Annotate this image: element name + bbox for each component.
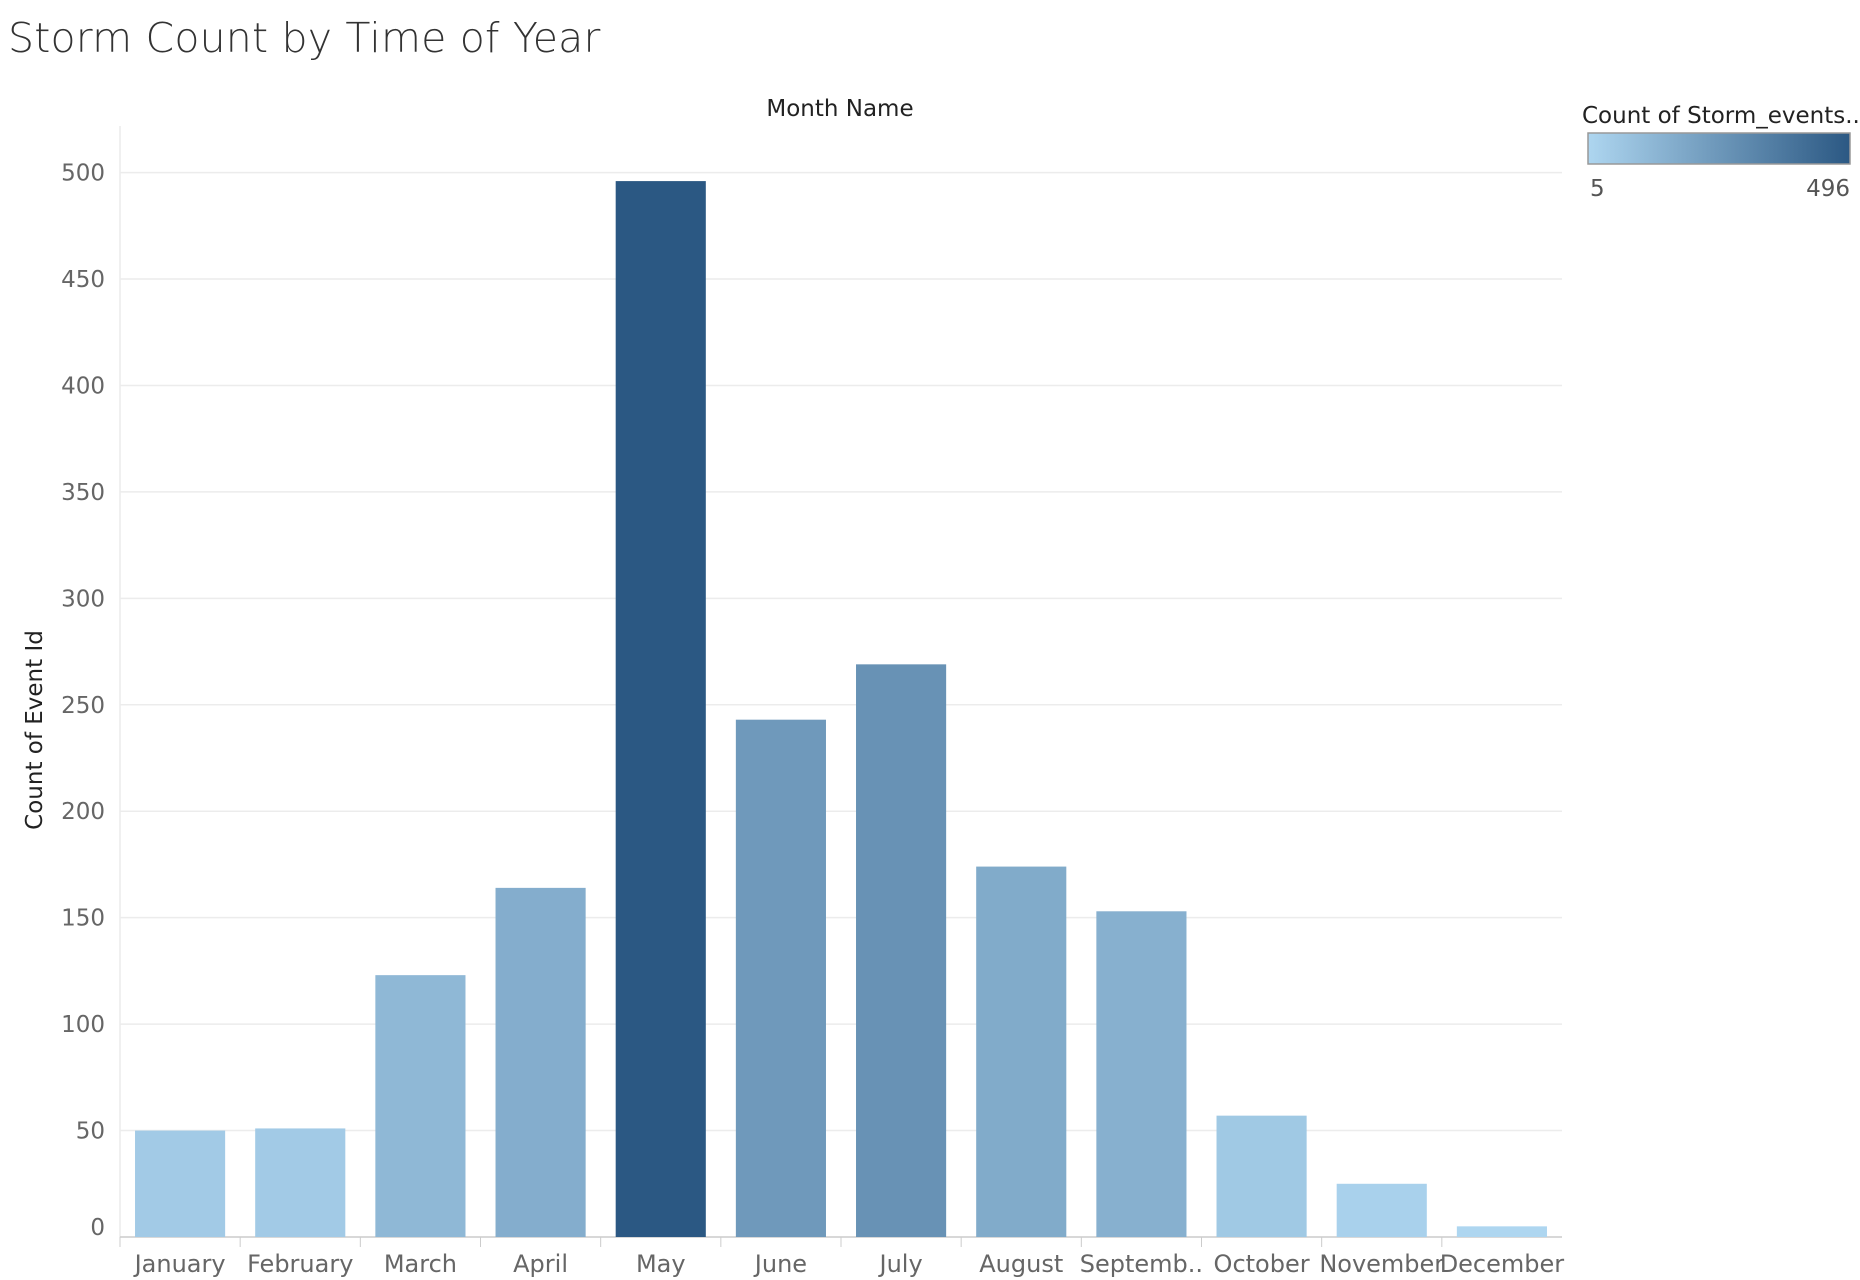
- legend-max-label: 496: [1806, 176, 1850, 202]
- x-tick-label: January: [133, 1250, 226, 1278]
- y-tick-label: 100: [61, 1012, 105, 1038]
- x-tick-label: August: [979, 1250, 1063, 1278]
- bar-may[interactable]: [615, 181, 706, 1238]
- legend-min-label: 5: [1590, 176, 1605, 202]
- column-header: Month Name: [766, 96, 913, 122]
- bar-february[interactable]: [255, 1128, 346, 1237]
- y-tick-label: 0: [90, 1215, 105, 1241]
- x-tick-label: Septemb..: [1080, 1250, 1203, 1278]
- bar-december[interactable]: [1456, 1226, 1547, 1237]
- gridlines: [119, 126, 1562, 1238]
- bar-march[interactable]: [375, 975, 466, 1237]
- color-legend[interactable]: Count of Storm_events.. 5 496: [1582, 103, 1860, 202]
- bar-septemb[interactable]: [1096, 911, 1187, 1237]
- bars: [135, 181, 1547, 1238]
- y-tick-label: 400: [61, 373, 105, 399]
- x-tick-label: October: [1214, 1250, 1310, 1278]
- y-tick-label: 300: [61, 586, 105, 612]
- bar-october[interactable]: [1216, 1115, 1307, 1237]
- bar-july[interactable]: [856, 664, 947, 1237]
- y-tick-label: 200: [61, 799, 105, 825]
- y-tick-label: 350: [61, 480, 105, 506]
- y-tick-label: 250: [61, 693, 105, 719]
- x-axis-labels: January February March April May June July Augu…: [119, 1237, 1565, 1278]
- x-tick-label: June: [753, 1250, 807, 1278]
- x-tick-label: February: [247, 1250, 353, 1278]
- legend-title: Count of Storm_events..: [1582, 103, 1860, 129]
- x-tick-label: November: [1319, 1250, 1444, 1278]
- x-tick-label: March: [384, 1250, 457, 1278]
- x-tick-label: December: [1440, 1250, 1565, 1278]
- x-tick-label: May: [636, 1250, 686, 1278]
- bar-november[interactable]: [1336, 1183, 1427, 1237]
- x-tick-label: April: [513, 1250, 568, 1278]
- x-tick-label: July: [877, 1250, 922, 1278]
- y-tick-label: 450: [61, 267, 105, 293]
- y-axis-title: Count of Event Id: [22, 630, 48, 830]
- legend-gradient-bar: [1587, 132, 1851, 165]
- y-tick-label: 50: [76, 1119, 105, 1145]
- bar-april[interactable]: [495, 887, 586, 1237]
- y-tick-label: 150: [61, 906, 105, 932]
- chart-title: Storm Count by Time of Year: [8, 14, 601, 62]
- bar-june[interactable]: [735, 719, 826, 1237]
- y-tick-label: 500: [61, 161, 105, 187]
- bar-january[interactable]: [135, 1130, 226, 1237]
- y-axis-ticks: 0 50 100 150 200 250 300 350 400 450 500: [61, 161, 105, 1241]
- bar-august[interactable]: [976, 866, 1067, 1237]
